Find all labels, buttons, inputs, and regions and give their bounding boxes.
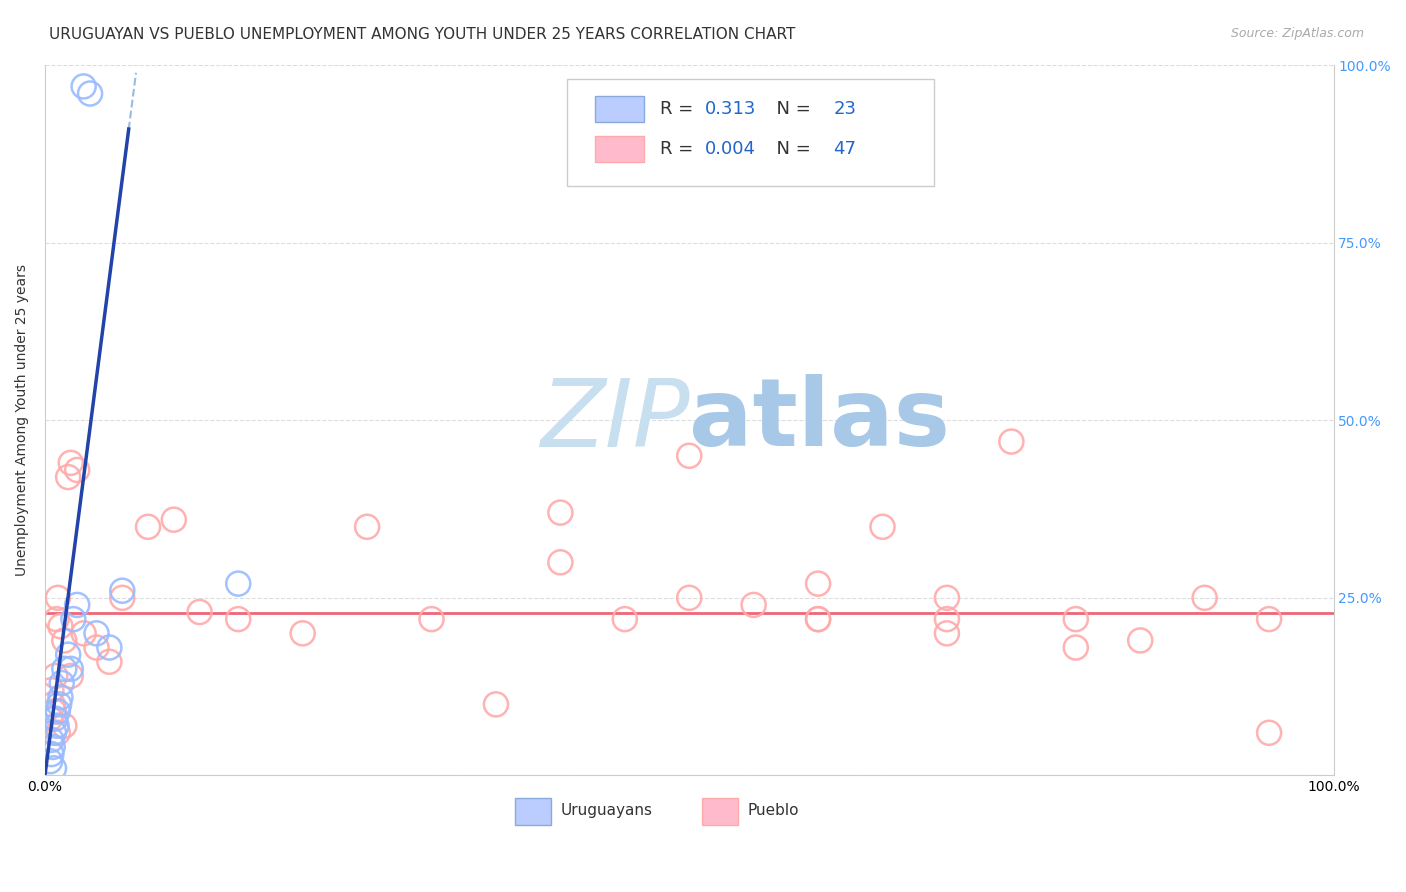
Point <box>936 626 959 640</box>
Text: 0.004: 0.004 <box>704 140 755 158</box>
Point <box>46 591 69 605</box>
Text: atlas: atlas <box>689 375 950 467</box>
Point <box>550 506 572 520</box>
Point <box>59 669 82 683</box>
Point <box>53 633 76 648</box>
Text: N =: N = <box>765 100 817 118</box>
Point <box>44 712 66 726</box>
Point <box>807 612 830 626</box>
Point <box>1129 633 1152 648</box>
Text: URUGUAYAN VS PUEBLO UNEMPLOYMENT AMONG YOUTH UNDER 25 YEARS CORRELATION CHART: URUGUAYAN VS PUEBLO UNEMPLOYMENT AMONG Y… <box>49 27 796 42</box>
Point <box>226 612 249 626</box>
Text: N =: N = <box>765 140 817 158</box>
Point <box>59 456 82 470</box>
Point <box>188 605 211 619</box>
Point <box>41 739 63 754</box>
Text: 47: 47 <box>834 140 856 158</box>
Point <box>51 676 73 690</box>
Point <box>66 463 89 477</box>
Point <box>45 719 67 733</box>
Point <box>936 612 959 626</box>
Point <box>79 87 101 101</box>
Y-axis label: Unemployment Among Youth under 25 years: Unemployment Among Youth under 25 years <box>15 264 30 576</box>
Point <box>46 705 69 719</box>
Bar <box>702 798 738 825</box>
Point <box>742 598 765 612</box>
Point <box>163 513 186 527</box>
Point <box>42 761 65 775</box>
Point <box>1064 640 1087 655</box>
Text: R =: R = <box>659 140 699 158</box>
Point <box>1000 434 1022 449</box>
Point <box>44 669 66 683</box>
Point <box>936 591 959 605</box>
Point <box>41 698 63 712</box>
Point <box>62 612 84 626</box>
Text: Source: ZipAtlas.com: Source: ZipAtlas.com <box>1230 27 1364 40</box>
Text: 0.313: 0.313 <box>704 100 756 118</box>
Point <box>291 626 314 640</box>
Point <box>1064 612 1087 626</box>
Point <box>226 576 249 591</box>
Point <box>56 648 79 662</box>
Point <box>1258 726 1281 740</box>
Point <box>59 662 82 676</box>
Point <box>42 726 65 740</box>
Point <box>72 79 94 94</box>
Point <box>53 662 76 676</box>
Point <box>86 640 108 655</box>
FancyBboxPatch shape <box>595 136 644 161</box>
Point <box>41 683 63 698</box>
Point <box>86 626 108 640</box>
Point <box>807 612 830 626</box>
Point <box>45 612 67 626</box>
Point <box>66 598 89 612</box>
Point <box>111 583 134 598</box>
Text: R =: R = <box>659 100 699 118</box>
Point <box>49 690 72 705</box>
Point <box>72 626 94 640</box>
Point <box>48 698 70 712</box>
Point <box>136 520 159 534</box>
Point <box>41 747 63 761</box>
Point <box>98 640 121 655</box>
Point <box>1194 591 1216 605</box>
Text: Uruguayans: Uruguayans <box>561 804 652 819</box>
Point <box>42 705 65 719</box>
Point <box>98 655 121 669</box>
Bar <box>515 798 551 825</box>
Point <box>56 470 79 484</box>
Point <box>49 619 72 633</box>
Point <box>550 555 572 569</box>
Text: Pueblo: Pueblo <box>747 804 799 819</box>
FancyBboxPatch shape <box>595 96 644 122</box>
Point <box>807 576 830 591</box>
Text: 23: 23 <box>834 100 856 118</box>
Point <box>41 732 63 747</box>
Text: ZIP: ZIP <box>540 375 689 466</box>
Point <box>39 754 62 768</box>
Point <box>678 591 700 605</box>
Point <box>39 712 62 726</box>
Point <box>111 591 134 605</box>
Point <box>356 520 378 534</box>
FancyBboxPatch shape <box>567 79 934 186</box>
Point <box>678 449 700 463</box>
Point <box>53 719 76 733</box>
Point <box>1258 612 1281 626</box>
Point <box>420 612 443 626</box>
Point <box>613 612 636 626</box>
Point <box>485 698 508 712</box>
Point <box>46 726 69 740</box>
Point <box>872 520 894 534</box>
